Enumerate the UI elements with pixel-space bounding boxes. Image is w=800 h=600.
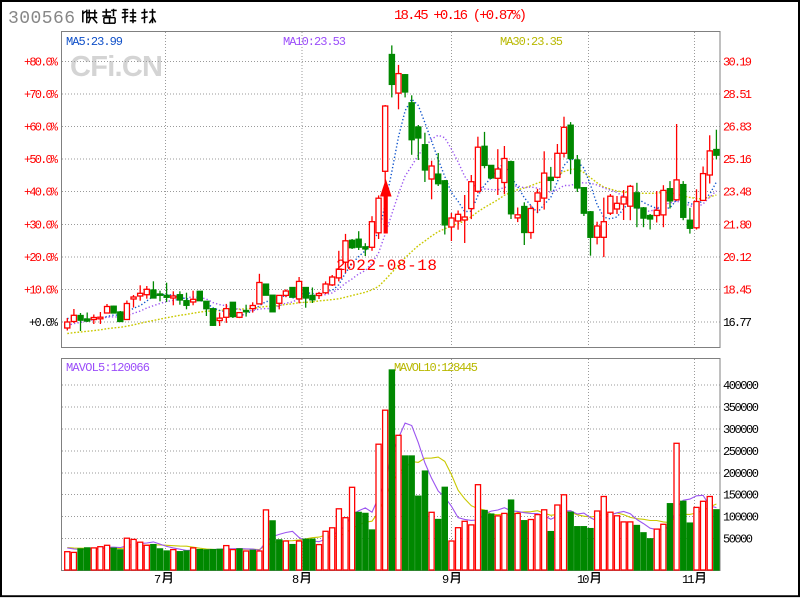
svg-text:20.12: 20.12: [723, 251, 752, 265]
svg-text:50000: 50000: [723, 533, 753, 547]
svg-text:30.19: 30.19: [723, 56, 752, 70]
svg-text:7: 7: [154, 573, 161, 587]
svg-text:+20.0%: +20.0%: [24, 251, 59, 265]
svg-text:18.45: 18.45: [723, 284, 752, 298]
svg-text:9: 9: [442, 573, 449, 587]
svg-text:25.16: 25.16: [723, 153, 752, 167]
svg-text:400000: 400000: [723, 379, 759, 393]
svg-text:+0.0%: +0.0%: [29, 316, 59, 330]
svg-text:MA5:23.99: MA5:23.99: [66, 35, 123, 49]
svg-text:+70.0%: +70.0%: [24, 88, 59, 102]
svg-text:+10.0%: +10.0%: [24, 284, 59, 298]
svg-text:23.48: 23.48: [723, 186, 752, 200]
svg-text:+50.0%: +50.0%: [24, 153, 59, 167]
svg-text:18.45 +0.16 (+0.87%): 18.45 +0.16 (+0.87%): [394, 8, 527, 24]
svg-text:28.51: 28.51: [723, 88, 752, 102]
svg-text:300566: 300566: [8, 9, 75, 29]
svg-text:250000: 250000: [723, 445, 759, 459]
svg-text:10: 10: [577, 573, 590, 587]
svg-text:100000: 100000: [723, 511, 759, 525]
svg-text:350000: 350000: [723, 401, 759, 415]
svg-text:+80.0%: +80.0%: [24, 56, 59, 70]
svg-text:16.77: 16.77: [723, 316, 752, 330]
svg-text:300000: 300000: [723, 423, 759, 437]
svg-text:150000: 150000: [723, 489, 759, 503]
svg-text:200000: 200000: [723, 467, 759, 481]
svg-text:8: 8: [292, 573, 299, 587]
svg-text:26.83: 26.83: [723, 121, 752, 135]
svg-text:+60.0%: +60.0%: [24, 121, 59, 135]
svg-text:+30.0%: +30.0%: [24, 219, 59, 233]
svg-text:+40.0%: +40.0%: [24, 186, 59, 200]
svg-text:MAVOL5:120066: MAVOL5:120066: [66, 361, 150, 375]
svg-text:MA10:23.53: MA10:23.53: [283, 35, 346, 49]
svg-text:CFi.CN: CFi.CN: [70, 51, 163, 83]
svg-text:2022-08-18: 2022-08-18: [336, 257, 437, 275]
svg-text:MAVOL10:128445: MAVOL10:128445: [394, 361, 478, 375]
svg-text:21.80: 21.80: [723, 219, 752, 233]
svg-text:11: 11: [682, 573, 695, 587]
svg-text:MA30:23.35: MA30:23.35: [500, 35, 563, 49]
